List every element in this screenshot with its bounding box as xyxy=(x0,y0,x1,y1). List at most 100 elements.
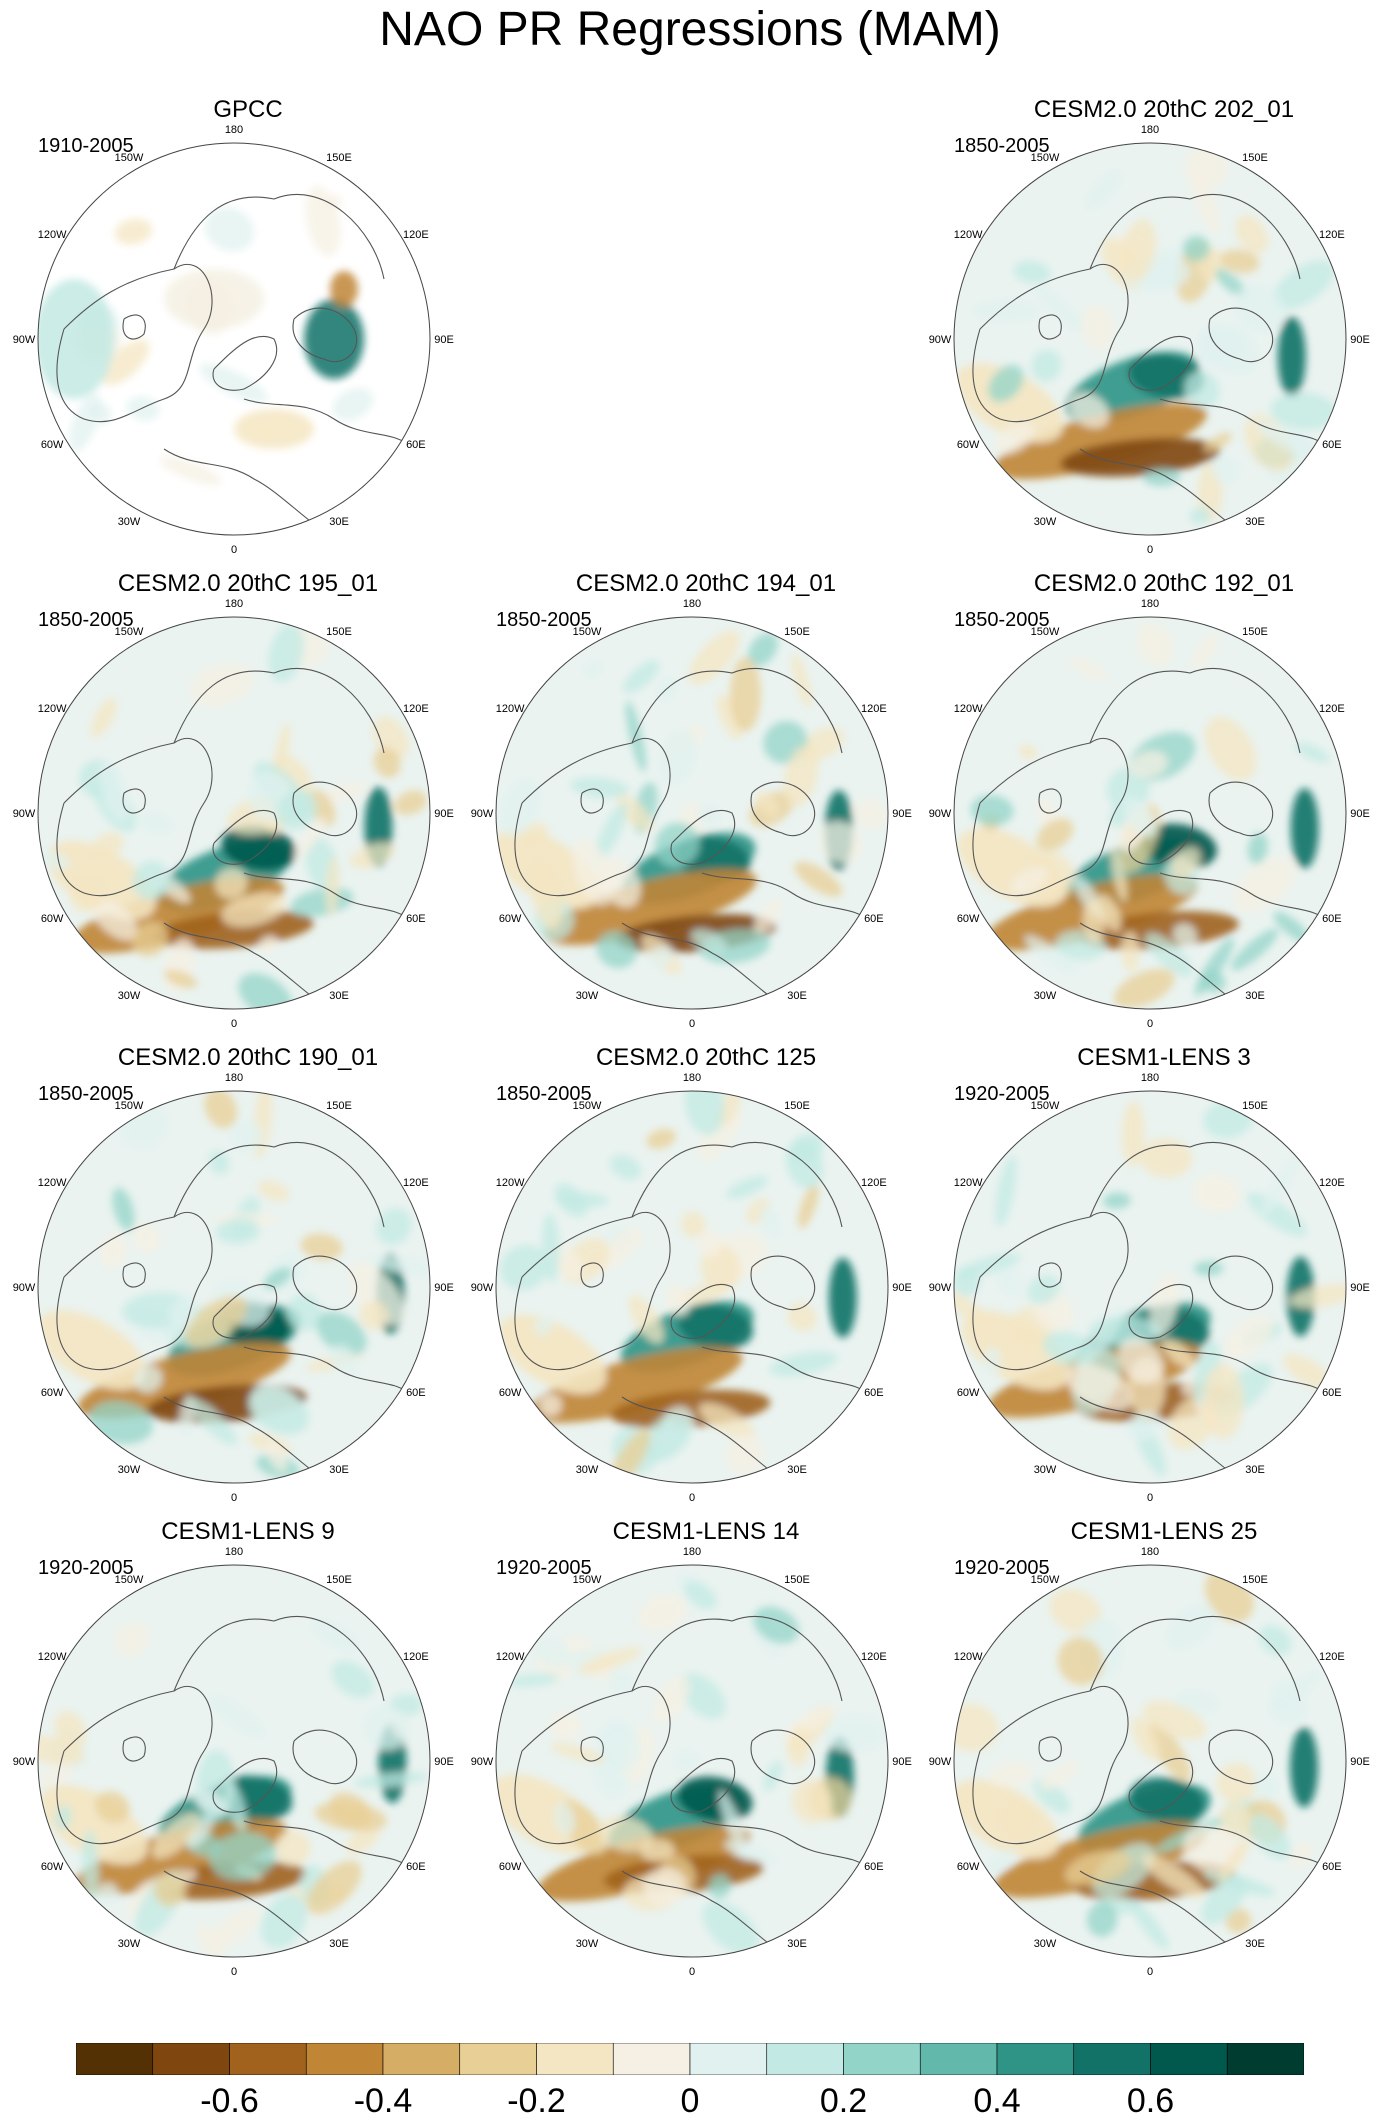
longitude-label: 30W xyxy=(1034,516,1057,528)
map-panel-gpcc: GPCC 1910-2005 180 150E 120E 90E 60E 30E 0 30W 60W… xyxy=(13,96,460,556)
longitude-label: 60W xyxy=(41,1387,64,1399)
map-boundary xyxy=(37,616,431,1010)
longitude-label: 150W xyxy=(573,626,602,638)
longitude-label: 60W xyxy=(499,913,522,925)
map-panel-cesm2-125: CESM2.0 20thC 125 1850-2005 180 150E 120E 90E… xyxy=(471,1044,918,1504)
colorbar-label: -0.6 xyxy=(200,2082,259,2120)
panel-years: 1920-2005 xyxy=(954,1557,1050,1579)
longitude-label: 90W xyxy=(929,1282,952,1294)
polar-map: 180 150E 120E 90E 60E 30E 0 30W 60W 90W 120W 150W xyxy=(471,1072,912,1504)
longitude-label: 60W xyxy=(957,1387,980,1399)
colorbar-label: 0 xyxy=(680,2082,700,2120)
longitude-label: 150E xyxy=(326,626,352,638)
panel-years: 1850-2005 xyxy=(496,1083,592,1105)
longitude-label: 180 xyxy=(683,598,701,610)
colorbar-label: -0.4 xyxy=(353,2082,413,2120)
longitude-label: 60W xyxy=(41,439,64,451)
polar-map: 180 150E 120E 90E 60E 30E 0 30W 60W 90W 120W 150W xyxy=(929,124,1370,556)
polar-map: 180 150E 120E 90E 60E 30E 0 30W 60W 90W 120W 150W xyxy=(13,124,454,556)
longitude-label: 180 xyxy=(225,1546,243,1558)
polar-map: 180 150E 120E 90E 60E 30E 0 30W 60W 90W 120W 150W xyxy=(13,1072,454,1504)
longitude-label: 90W xyxy=(929,1756,952,1768)
coastlines xyxy=(972,1615,1331,1947)
longitude-label: 90W xyxy=(13,1282,36,1294)
map-boundary xyxy=(495,1564,889,1958)
map-panel-lens-3: CESM1-LENS 3 1920-2005 180 150E 120E 90E 60E 30… xyxy=(929,1044,1376,1504)
longitude-label: 90W xyxy=(471,808,494,820)
longitude-label: 60W xyxy=(957,1861,980,1873)
polar-map: 180 150E 120E 90E 60E 30E 0 30W 60W 90W 120W 150W xyxy=(929,1072,1370,1504)
longitude-label: 90E xyxy=(1350,1756,1370,1768)
panel-title: CESM2.0 20thC 195_01 xyxy=(117,570,379,597)
longitude-label: 120W xyxy=(38,229,67,241)
colorbar-swatch xyxy=(1073,2043,1151,2075)
precip-field xyxy=(954,1091,1346,1483)
coastlines xyxy=(514,667,873,999)
longitude-label: 150E xyxy=(1242,1100,1268,1112)
longitude-label: 30E xyxy=(787,990,807,1002)
longitude-label: 90E xyxy=(892,1282,912,1294)
longitude-label: 120W xyxy=(954,703,983,715)
coastlines xyxy=(972,193,1331,525)
panel-years: 1850-2005 xyxy=(496,609,592,631)
colorbar-label: 0.2 xyxy=(819,2082,868,2120)
panel-years: 1910-2005 xyxy=(38,135,134,157)
longitude-label: 90E xyxy=(892,808,912,820)
longitude-label: 90W xyxy=(929,334,952,346)
precip-field xyxy=(38,143,430,535)
longitude-label: 30W xyxy=(576,990,599,1002)
colorbar-label: 0.4 xyxy=(973,2082,1021,2120)
longitude-label: 60E xyxy=(406,913,426,925)
longitude-label: 90E xyxy=(434,808,454,820)
precip-field xyxy=(38,617,430,1009)
longitude-label: 150E xyxy=(1242,626,1268,638)
precip-field xyxy=(496,1091,888,1483)
longitude-label: 120W xyxy=(496,1177,525,1189)
longitude-label: 30W xyxy=(576,1464,599,1476)
longitude-label: 30W xyxy=(1034,1464,1057,1476)
longitude-label: 150W xyxy=(1031,152,1060,164)
longitude-label: 30W xyxy=(118,1464,141,1476)
longitude-label: 60E xyxy=(864,913,884,925)
longitude-label: 180 xyxy=(683,1546,701,1558)
longitude-label: 150W xyxy=(115,1574,144,1586)
colorbar-swatch xyxy=(152,2043,230,2075)
longitude-label: 120E xyxy=(403,1651,429,1663)
longitude-label: 60W xyxy=(499,1861,522,1873)
longitude-label: 150E xyxy=(1242,1574,1268,1586)
longitude-label: 0 xyxy=(231,1492,237,1504)
panel-title: CESM1-LENS 9 xyxy=(161,1518,335,1545)
map-boundary xyxy=(37,142,431,536)
longitude-label: 30E xyxy=(329,1938,349,1950)
panel-years: 1920-2005 xyxy=(496,1557,592,1579)
panel-title: CESM2.0 20thC 202_01 xyxy=(1033,96,1295,123)
map-panel-cesm2-202: CESM2.0 20thC 202_01 1850-2005 180 150E 120E… xyxy=(929,96,1376,556)
longitude-label: 180 xyxy=(1141,1072,1159,1084)
longitude-label: 180 xyxy=(683,1072,701,1084)
longitude-label: 150W xyxy=(115,152,144,164)
longitude-label: 60E xyxy=(864,1861,884,1873)
precip-field xyxy=(496,617,888,1009)
longitude-label: 150W xyxy=(115,626,144,638)
colorbar-swatch xyxy=(996,2043,1075,2075)
longitude-label: 150W xyxy=(115,1100,144,1112)
longitude-label: 0 xyxy=(689,1492,695,1504)
panel-title: CESM1-LENS 3 xyxy=(1077,1044,1251,1071)
longitude-label: 30E xyxy=(1245,1464,1265,1476)
longitude-label: 0 xyxy=(231,544,237,556)
coastlines xyxy=(56,1615,415,1947)
longitude-label: 180 xyxy=(225,124,243,136)
panel-years: 1850-2005 xyxy=(38,609,134,631)
longitude-label: 120E xyxy=(403,1177,429,1189)
longitude-label: 0 xyxy=(1147,544,1153,556)
coastlines xyxy=(56,193,415,525)
panel-title: CESM2.0 20thC 190_01 xyxy=(117,1044,379,1071)
longitude-label: 30E xyxy=(1245,516,1265,528)
coastlines xyxy=(972,667,1331,999)
longitude-label: 0 xyxy=(1147,1966,1153,1978)
polar-map: 180 150E 120E 90E 60E 30E 0 30W 60W 90W 120W 150W xyxy=(13,1546,454,1978)
longitude-label: 90E xyxy=(1350,334,1370,346)
longitude-label: 60W xyxy=(957,439,980,451)
colorbar-swatch xyxy=(1226,2043,1304,2075)
map-panel-cesm2-192: CESM2.0 20thC 192_01 1850-2005 180 150E 120E… xyxy=(929,570,1376,1030)
